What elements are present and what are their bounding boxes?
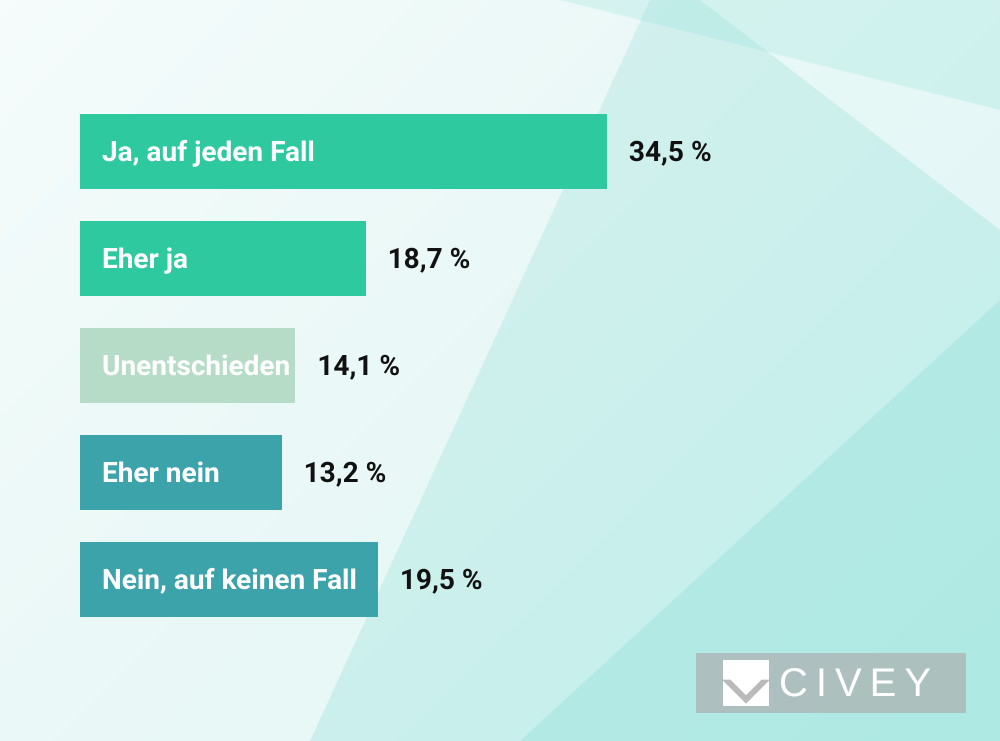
bar-row: Eher ja 18,7 % <box>80 221 920 296</box>
bar-row: Ja, auf jeden Fall 34,5 % <box>80 114 920 189</box>
bar-value: 13,2 % <box>304 456 387 489</box>
civey-logo-mark <box>723 660 769 706</box>
bar-value: 18,7 % <box>388 242 471 275</box>
survey-bar-chart: Ja, auf jeden Fall 34,5 % Eher ja 18,7 % Une… <box>80 114 920 649</box>
civey-logo-text: CIVEY <box>779 661 939 706</box>
bar-row: Eher nein 13,2 % <box>80 435 920 510</box>
bar: Unentschieden <box>80 328 295 403</box>
bar-label: Nein, auf keinen Fall <box>102 563 357 596</box>
bar: Nein, auf keinen Fall <box>80 542 378 617</box>
bar-label: Ja, auf jeden Fall <box>102 135 315 168</box>
civey-logo: CIVEY <box>696 653 966 713</box>
bar-value: 14,1 % <box>317 349 400 382</box>
bar-value: 34,5 % <box>629 135 712 168</box>
bar: Eher nein <box>80 435 282 510</box>
bar-row: Nein, auf keinen Fall 19,5 % <box>80 542 920 617</box>
bar-row: Unentschieden 14,1 % <box>80 328 920 403</box>
bar: Ja, auf jeden Fall <box>80 114 607 189</box>
bar-label: Unentschieden <box>102 349 290 382</box>
bar: Eher ja <box>80 221 366 296</box>
bar-value: 19,5 % <box>400 563 483 596</box>
bar-label: Eher ja <box>102 242 188 275</box>
bar-label: Eher nein <box>102 456 220 489</box>
